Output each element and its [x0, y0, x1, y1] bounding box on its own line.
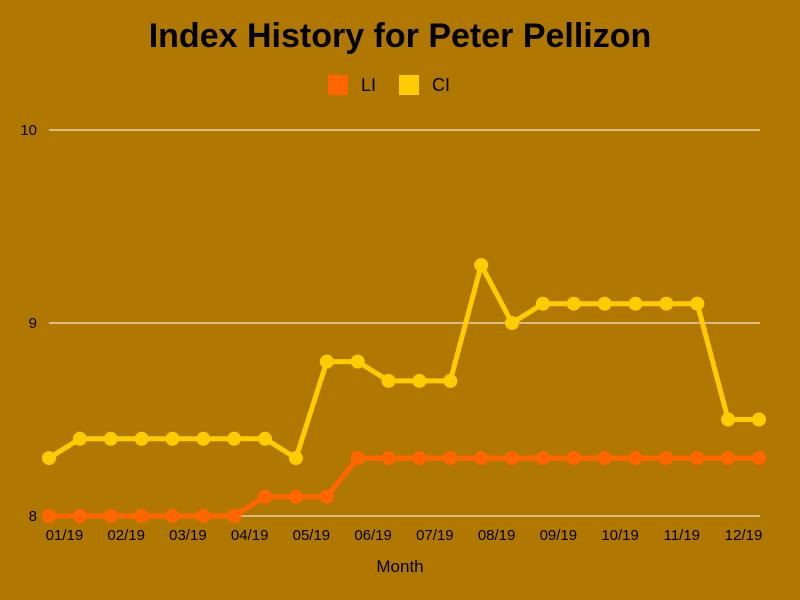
data-point-ci[interactable]: [288, 451, 303, 466]
data-point-ci[interactable]: [505, 316, 520, 330]
data-point-li[interactable]: [752, 451, 766, 466]
data-point-li[interactable]: [165, 509, 180, 523]
data-point-li[interactable]: [258, 489, 273, 504]
data-point-ci[interactable]: [165, 431, 180, 446]
data-point-ci[interactable]: [690, 296, 705, 311]
data-point-li[interactable]: [288, 489, 303, 504]
data-point-li[interactable]: [412, 451, 427, 466]
data-point-li[interactable]: [659, 451, 674, 466]
legend-swatch-ci: [399, 75, 419, 95]
x-tick-label: 03/19: [169, 527, 207, 544]
data-point-ci[interactable]: [227, 431, 242, 446]
data-point-li[interactable]: [597, 451, 612, 466]
x-tick-label: 10/19: [601, 527, 639, 544]
x-axis-ticks: 01/19 02/19 03/19 04/19 05/19 06/19 07/19 08/19…: [46, 527, 763, 544]
data-point-ci[interactable]: [752, 412, 766, 427]
data-point-ci[interactable]: [350, 354, 365, 369]
data-point-li[interactable]: [350, 451, 365, 466]
data-point-li[interactable]: [628, 451, 643, 466]
x-tick-label: 09/19: [540, 527, 578, 544]
data-point-ci[interactable]: [319, 354, 334, 369]
data-point-li[interactable]: [535, 451, 550, 466]
data-point-ci[interactable]: [659, 296, 674, 311]
data-point-li[interactable]: [690, 451, 705, 466]
x-tick-label: 12/19: [725, 527, 763, 544]
x-tick-label: 01/19: [46, 527, 84, 544]
data-point-ci[interactable]: [628, 296, 643, 311]
series-line-li: [46, 455, 762, 519]
x-tick-label: 05/19: [293, 527, 331, 544]
data-point-li[interactable]: [505, 451, 520, 466]
data-point-li[interactable]: [42, 509, 56, 523]
series-layer: [42, 258, 766, 523]
data-point-li[interactable]: [319, 489, 334, 504]
data-point-ci[interactable]: [103, 431, 118, 446]
y-tick-label: 9: [29, 315, 37, 332]
data-point-ci[interactable]: [412, 373, 427, 388]
data-point-li[interactable]: [72, 509, 87, 523]
x-tick-label: 11/19: [664, 527, 700, 544]
data-point-ci[interactable]: [566, 296, 581, 311]
legend-label-li: LI: [361, 75, 376, 95]
data-point-ci[interactable]: [381, 373, 396, 388]
data-point-li[interactable]: [721, 451, 736, 466]
data-point-ci[interactable]: [474, 258, 489, 273]
data-point-ci[interactable]: [196, 431, 211, 446]
data-point-ci[interactable]: [443, 373, 458, 388]
series-line-ci: [46, 262, 762, 461]
x-axis-label: Month: [376, 557, 423, 576]
data-point-li[interactable]: [381, 451, 396, 466]
x-tick-label: 04/19: [231, 527, 269, 544]
y-axis-ticks: 8 9 10: [20, 122, 37, 525]
data-point-ci[interactable]: [72, 431, 87, 446]
legend-swatch-li: [328, 75, 348, 95]
chart-legend: LI CI: [328, 75, 450, 95]
data-point-li[interactable]: [103, 509, 118, 523]
data-point-li[interactable]: [566, 451, 581, 466]
x-tick-label: 06/19: [354, 527, 392, 544]
data-point-ci[interactable]: [42, 451, 56, 466]
data-point-li[interactable]: [196, 509, 211, 523]
x-tick-label: 07/19: [416, 527, 454, 544]
data-point-li[interactable]: [227, 509, 242, 523]
data-point-li[interactable]: [134, 509, 149, 523]
data-point-ci[interactable]: [597, 296, 612, 311]
data-point-ci[interactable]: [535, 296, 550, 311]
y-tick-label: 10: [20, 122, 37, 139]
chart-title: Index History for Peter Pellizon: [149, 17, 652, 55]
x-tick-label: 02/19: [107, 527, 145, 544]
legend-label-ci: CI: [432, 75, 450, 95]
data-point-ci[interactable]: [258, 431, 273, 446]
data-point-li[interactable]: [474, 451, 489, 466]
data-point-ci[interactable]: [721, 412, 736, 427]
y-tick-label: 8: [29, 508, 37, 525]
data-point-ci[interactable]: [134, 431, 149, 446]
data-point-li[interactable]: [443, 451, 458, 466]
x-tick-label: 08/19: [478, 527, 516, 544]
